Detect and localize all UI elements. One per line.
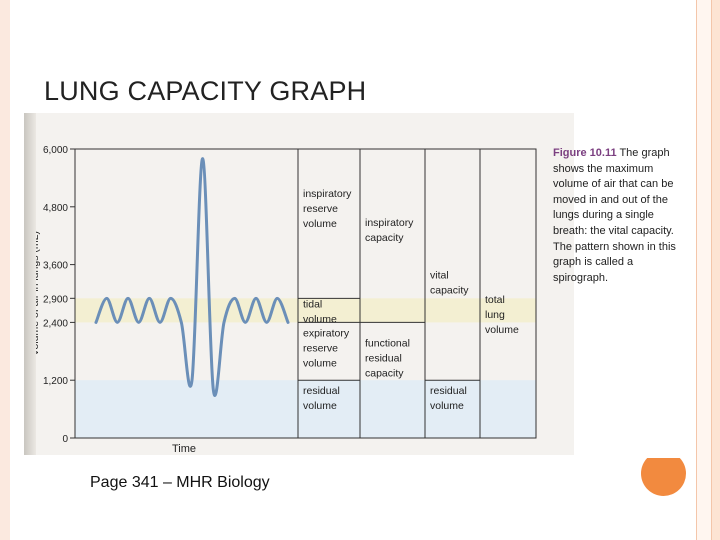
region-label-8: total lung volume (485, 294, 519, 336)
y-tick-label-6000: 6,000 (43, 145, 68, 156)
figure-caption: Figure 10.11 The graph shows the maximum… (553, 146, 691, 286)
region-label-4: inspiratory capacity (365, 217, 414, 244)
y-tick-label-2400: 2,400 (43, 318, 68, 329)
region-label-2: expiratory reserve volume (303, 327, 350, 369)
y-tick-label-4800: 4,800 (43, 203, 68, 214)
slide-frame-right (696, 0, 712, 540)
slide-frame-left (0, 0, 10, 540)
region-label-1: tidal volume (303, 298, 337, 325)
orange-circle-cap (636, 446, 691, 458)
region-label-0: inspiratory reserve volume (303, 188, 352, 230)
region-label-7: residual volume (430, 385, 467, 412)
region-label-6: vital capacity (430, 269, 469, 296)
page-edge-shadow (24, 113, 36, 455)
spirograph-line (94, 157, 290, 397)
region-label-3: residual volume (303, 385, 340, 412)
slide-frame-right-outer (712, 0, 720, 540)
y-tick-label-1200: 1,200 (43, 376, 68, 387)
slide-title: LUNG CAPACITY GRAPH (44, 76, 367, 106)
figure-caption-text: The graph shows the maximum volume of ai… (553, 147, 676, 284)
region-label-5: functional residual capacity (365, 337, 410, 379)
source-reference: Page 341 – MHR Biology (90, 474, 270, 491)
y-tick-label-0: 0 (62, 434, 68, 445)
orange-circle-decoration (641, 451, 686, 496)
x-axis-label: Time (172, 443, 196, 455)
y-tick-label-3600: 3,600 (43, 261, 68, 272)
plot-frame (74, 148, 537, 439)
y-tick-label-2900: 2,900 (43, 294, 68, 305)
residual-band (75, 380, 536, 438)
figure-label: Figure 10.11 (553, 147, 617, 159)
